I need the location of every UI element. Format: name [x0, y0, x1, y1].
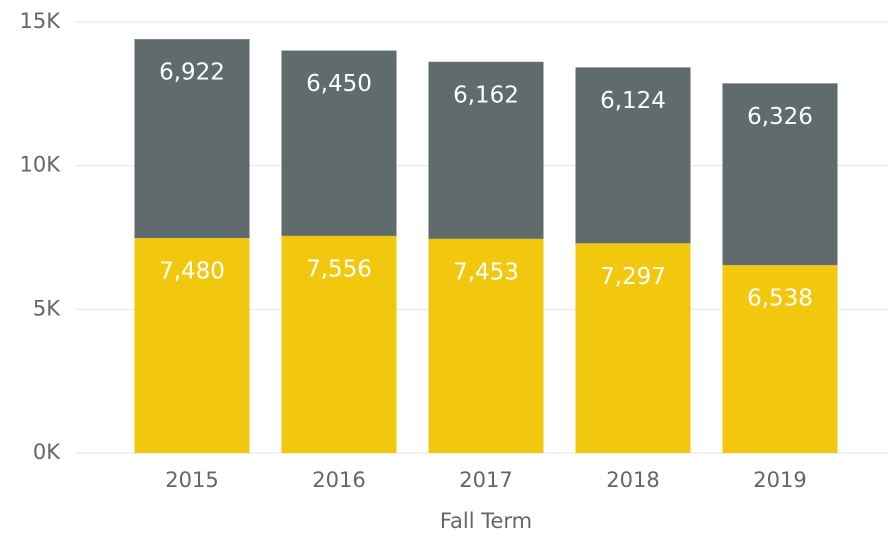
bar-segment	[134, 39, 250, 239]
x-tick-label: 2016	[312, 468, 365, 492]
data-label: 6,450	[306, 71, 372, 97]
bar-segment	[575, 67, 691, 244]
y-tick-label: 10K	[20, 153, 62, 177]
y-tick-label: 15K	[20, 9, 62, 33]
data-label: 6,538	[747, 286, 813, 312]
bar-segment	[428, 238, 544, 453]
bar-segment	[281, 50, 397, 236]
x-tick-label: 2015	[165, 468, 218, 492]
data-label: 7,453	[453, 259, 519, 285]
bar-segment	[281, 235, 397, 453]
data-label: 6,922	[159, 60, 225, 86]
data-label: 6,326	[747, 104, 813, 130]
data-label: 7,556	[306, 256, 372, 282]
data-label: 6,124	[600, 88, 666, 114]
x-tick-label: 2019	[753, 468, 806, 492]
x-tick-label: 2017	[459, 468, 512, 492]
bar-segment	[575, 243, 691, 453]
x-axis-label: Fall Term	[440, 509, 532, 533]
data-label: 7,480	[159, 259, 225, 285]
bar-segment	[428, 61, 544, 239]
bar-segment	[722, 83, 838, 266]
y-tick-label: 0K	[33, 440, 61, 464]
x-tick-label: 2018	[606, 468, 659, 492]
data-label: 7,297	[600, 264, 666, 290]
data-label: 6,162	[453, 82, 519, 108]
y-tick-label: 5K	[33, 296, 61, 320]
bar-segment	[722, 265, 838, 453]
bar-segment	[134, 238, 250, 453]
